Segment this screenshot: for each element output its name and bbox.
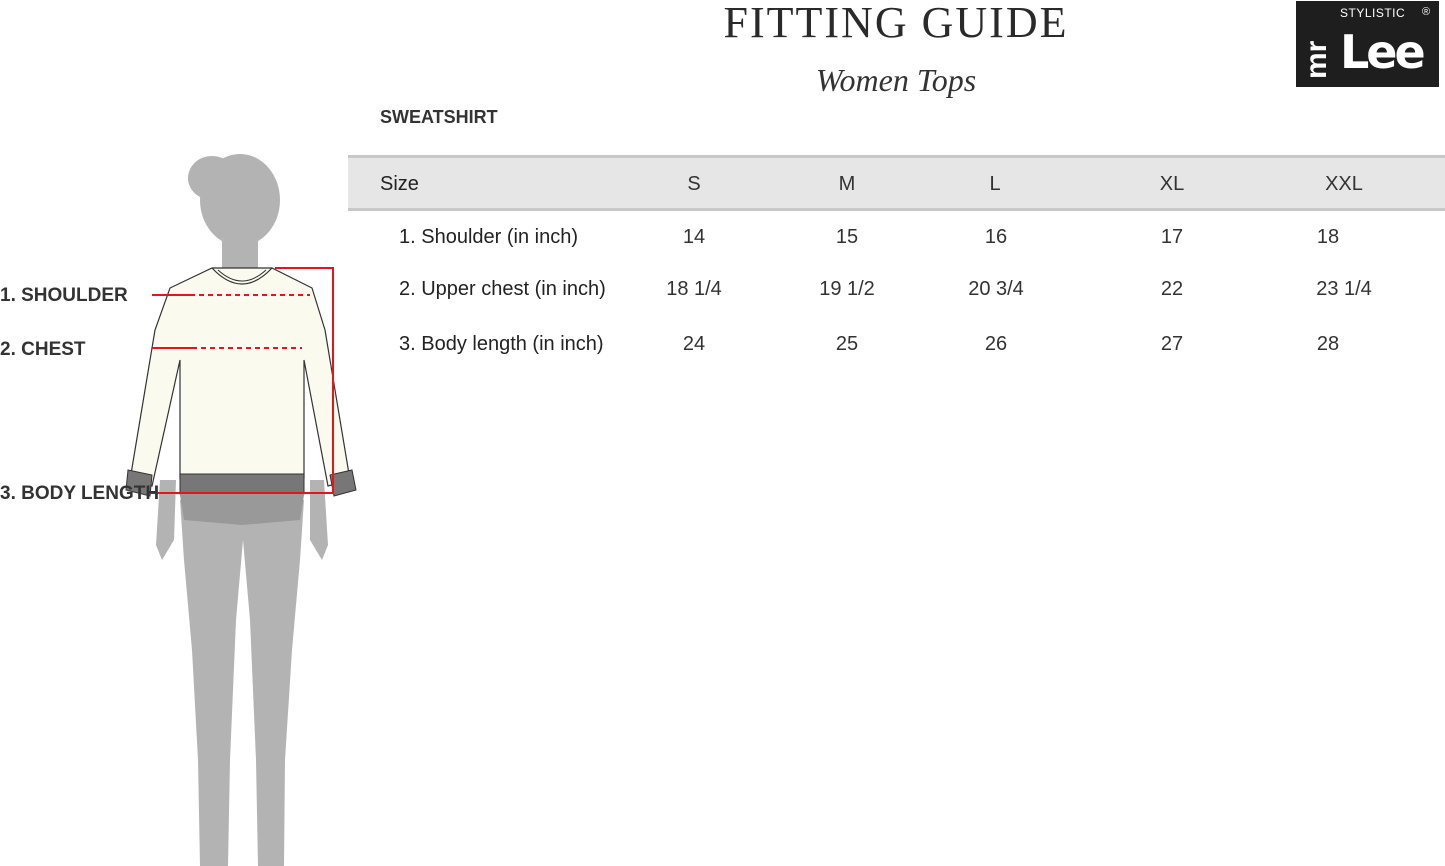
cell: 26 bbox=[984, 333, 1008, 355]
cell: 18 1/4 bbox=[666, 278, 722, 300]
body-figure-illustration bbox=[125, 154, 357, 866]
row-label: 2. Upper chest (in inch) bbox=[399, 278, 606, 300]
cell: 19 1/2 bbox=[819, 278, 875, 300]
cell: 24 bbox=[682, 333, 706, 355]
header-xl: XL bbox=[1159, 173, 1185, 195]
cell: 14 bbox=[682, 226, 706, 248]
page-title: FITTING GUIDE bbox=[723, 0, 1069, 47]
logo-tagline: STYLISTIC bbox=[1340, 6, 1406, 20]
measurement-markers bbox=[150, 267, 334, 494]
header-m: M bbox=[838, 173, 856, 195]
table-header: Size S M L XL XXL bbox=[348, 155, 1445, 211]
cell: 20 3/4 bbox=[968, 278, 1024, 300]
header-size: Size bbox=[380, 173, 419, 195]
cell: 16 bbox=[984, 226, 1008, 248]
label-shoulder: 1. SHOULDER bbox=[0, 285, 128, 306]
header-s: S bbox=[687, 173, 701, 195]
cell: 17 bbox=[1160, 226, 1184, 248]
section-title: SWEATSHIRT bbox=[380, 107, 498, 127]
label-body-length: 3. BODY LENGTH bbox=[0, 483, 160, 504]
cell: 27 bbox=[1160, 333, 1184, 355]
cell: 25 bbox=[835, 333, 859, 355]
logo-mr: mr bbox=[1300, 40, 1333, 79]
header-xxl: XXL bbox=[1325, 173, 1363, 195]
header-l: L bbox=[989, 173, 1001, 195]
brand-logo: STYLISTIC mr Lee ® bbox=[1296, 1, 1439, 87]
cell: 23 1/4 bbox=[1316, 278, 1372, 300]
page-subtitle: Women Tops bbox=[815, 62, 977, 98]
row-label: 3. Body length (in inch) bbox=[399, 333, 604, 355]
cell: 28 bbox=[1316, 333, 1340, 355]
cell: 22 bbox=[1160, 278, 1184, 300]
cell: 18 bbox=[1316, 226, 1340, 248]
row-label: 1. Shoulder (in inch) bbox=[399, 226, 578, 248]
silhouette bbox=[156, 154, 328, 866]
label-chest: 2. CHEST bbox=[0, 339, 86, 360]
logo-lee: Lee bbox=[1340, 25, 1426, 79]
sweatshirt bbox=[125, 267, 357, 497]
cell: 15 bbox=[835, 226, 859, 248]
logo-registered-mark: ® bbox=[1422, 6, 1431, 18]
